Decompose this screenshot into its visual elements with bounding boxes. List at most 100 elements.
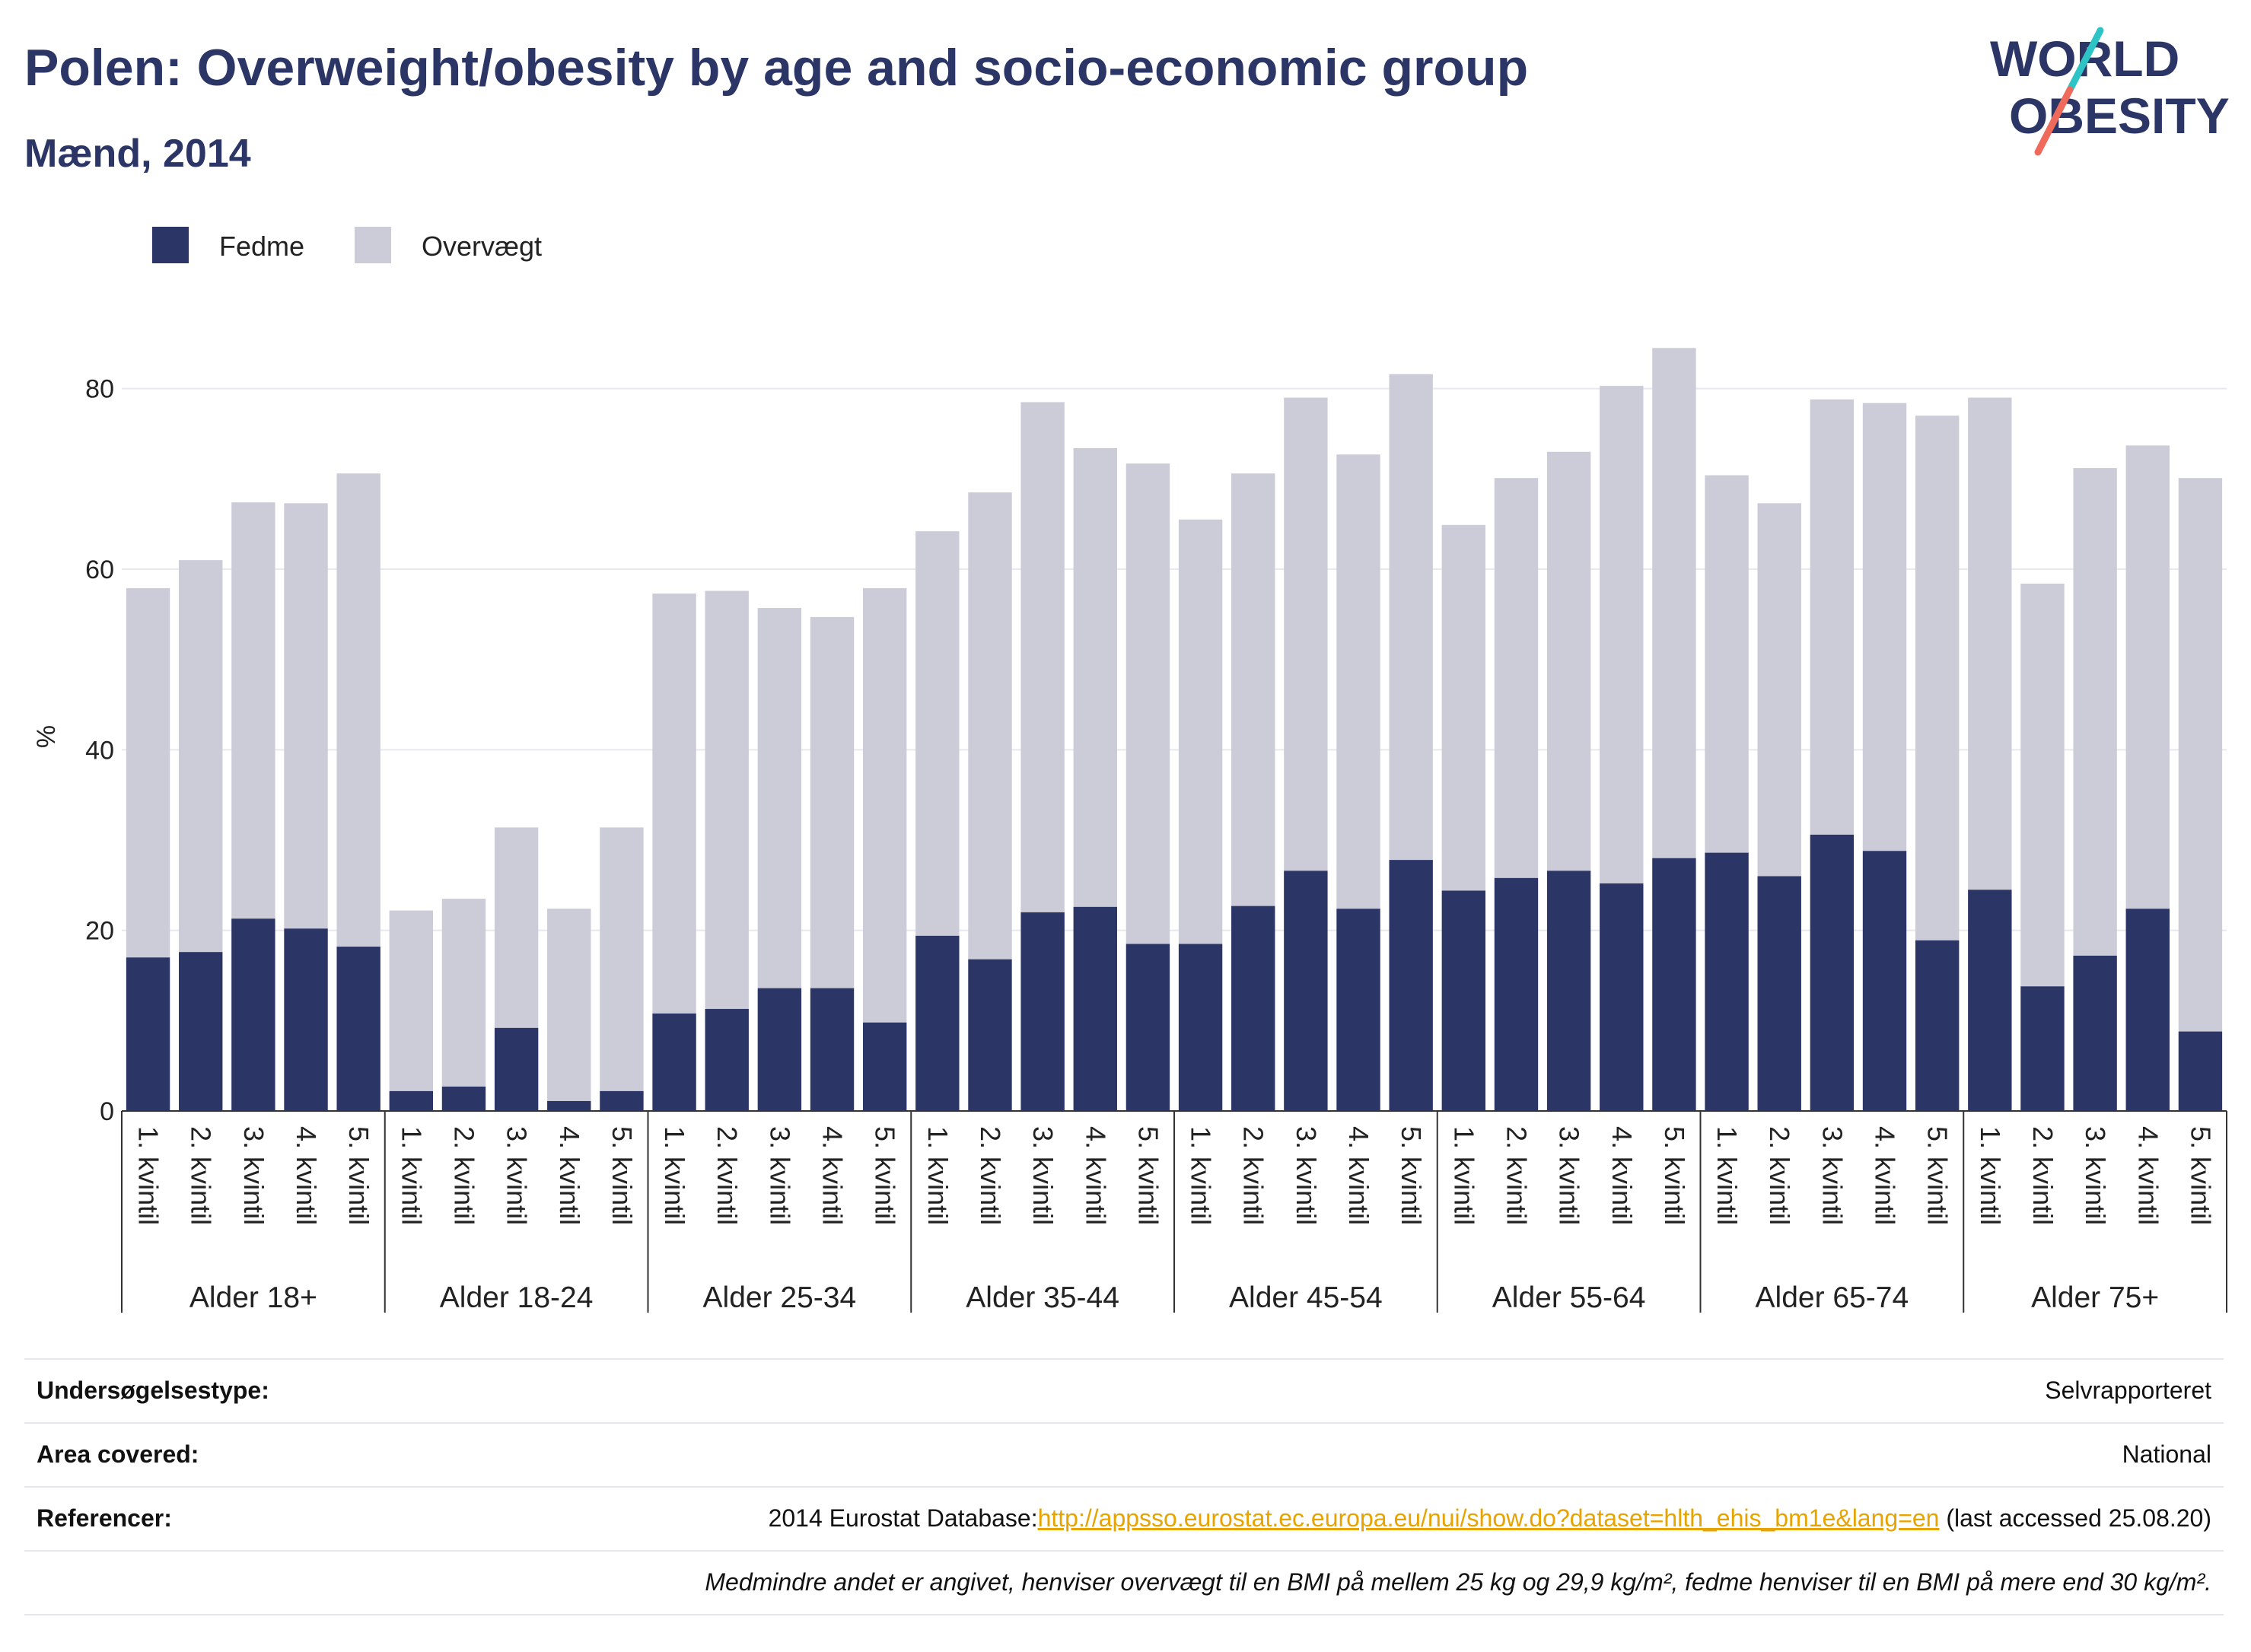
x-tick-label: 3. kvintil <box>238 1126 269 1225</box>
bar-fedme <box>1073 906 1117 1111</box>
y-tick-label: 80 <box>85 375 114 404</box>
logo-slash-teal <box>2066 27 2104 94</box>
x-tick-label: 5. kvintil <box>1396 1126 1427 1225</box>
x-tick-label: 4. kvintil <box>1870 1126 1901 1225</box>
bar-fedme <box>1546 871 1591 1111</box>
chart-title: Polen: Overweight/obesity by age and soc… <box>24 39 1529 97</box>
group-label: Alder 35-44 <box>966 1281 1119 1314</box>
legend-label-overvaegt: Overvægt <box>422 231 542 262</box>
group-label: Alder 75+ <box>2031 1281 2159 1314</box>
bar-overvaegt <box>1757 503 1801 877</box>
x-tick-label: 3. kvintil <box>764 1126 795 1225</box>
bar-fedme <box>705 1008 749 1111</box>
x-tick-label: 5. kvintil <box>2185 1126 2216 1225</box>
legend: Fedme Overvægt <box>152 227 542 263</box>
bar-fedme <box>1600 883 1644 1111</box>
bar-fedme <box>968 959 1012 1111</box>
bar-overvaegt <box>1020 402 1065 912</box>
legend-swatch-overvaegt <box>355 227 391 263</box>
bar-fedme <box>1494 877 1539 1111</box>
bar-fedme <box>1757 876 1801 1111</box>
bar-fedme <box>126 957 170 1111</box>
bar-overvaegt <box>1231 473 1275 906</box>
bar-overvaegt <box>1600 386 1644 883</box>
references-prefix: 2014 Eurostat Database: <box>768 1504 1038 1532</box>
bar-overvaegt <box>1862 403 1907 851</box>
x-tick-label: 1. kvintil <box>396 1126 427 1225</box>
x-tick-label: 5. kvintil <box>1659 1126 1690 1225</box>
bar-overvaegt <box>126 587 170 958</box>
note-row: Medmindre andet er angivet, henviser ove… <box>24 1550 2224 1615</box>
x-tick-label: 5. kvintil <box>1922 1126 1953 1225</box>
area-label: Area covered: <box>37 1440 199 1468</box>
logo-slash-coral <box>2034 86 2074 156</box>
bar-fedme <box>1862 851 1907 1111</box>
x-tick-label: 3. kvintil <box>501 1126 533 1225</box>
bar-fedme <box>1126 944 1170 1111</box>
bar-overvaegt <box>494 827 539 1028</box>
bar-fedme <box>810 988 855 1111</box>
bar-fedme <box>1020 912 1065 1111</box>
bar-fedme <box>2125 909 2170 1111</box>
bar-fedme <box>1810 834 1855 1111</box>
legend-swatch-fedme <box>152 227 189 263</box>
x-tick-label: 2. kvintil <box>975 1126 1006 1225</box>
bar-overvaegt <box>547 909 591 1101</box>
bar-overvaegt <box>284 503 328 929</box>
bar-overvaegt <box>2020 583 2065 987</box>
legend-label-fedme: Fedme <box>219 231 304 262</box>
x-tick-label: 1. kvintil <box>1975 1126 2006 1225</box>
x-tick-label: 2. kvintil <box>712 1126 743 1225</box>
group-label: Alder 55-64 <box>1492 1281 1646 1314</box>
bar-fedme <box>389 1090 434 1111</box>
x-tick-label: 5. kvintil <box>1132 1126 1164 1225</box>
bar-fedme <box>600 1090 644 1111</box>
y-tick-label: 0 <box>100 1097 114 1126</box>
bar-fedme <box>1389 860 1433 1111</box>
x-tick-label: 2. kvintil <box>186 1126 217 1225</box>
y-tick-label: 40 <box>85 736 114 765</box>
x-tick-label: 3. kvintil <box>1816 1126 1848 1225</box>
bar-fedme <box>231 918 275 1111</box>
x-axis: 1. kvintil 2. kvintil 3. kvintil 4. kvintil… <box>121 1110 2227 1314</box>
world-obesity-logo: WORLD OBESITY <box>1990 27 2230 156</box>
bar-overvaegt <box>1652 348 1696 858</box>
references-link[interactable]: http://appsso.eurostat.ec.europa.eu/nui/… <box>1037 1504 1940 1532</box>
references-label: Referencer: <box>37 1504 172 1532</box>
group-label: Alder 18+ <box>189 1281 317 1314</box>
bar-fedme <box>1178 944 1223 1111</box>
bar-fedme <box>862 1022 907 1111</box>
x-tick-label: 2. kvintil <box>1238 1126 1269 1225</box>
y-tick-label: 20 <box>85 917 114 946</box>
x-tick-label: 4. kvintil <box>2132 1126 2163 1225</box>
x-tick-label: 1. kvintil <box>659 1126 690 1225</box>
x-tick-label: 1. kvintil <box>922 1126 954 1225</box>
bar-overvaegt <box>1126 463 1170 944</box>
x-tick-label: 4. kvintil <box>1080 1126 1111 1225</box>
bar-fedme <box>179 952 223 1111</box>
survey-type-row: Undersøgelsestype: Selvrapporteret <box>24 1358 2224 1422</box>
bar-overvaegt <box>1336 454 1380 909</box>
x-tick-label: 4. kvintil <box>1606 1126 1638 1225</box>
references-value: 2014 Eurostat Database:http://appsso.eur… <box>769 1504 2211 1533</box>
x-tick-label: 1. kvintil <box>1186 1126 1217 1225</box>
references-suffix: (last accessed 25.08.20) <box>1939 1504 2211 1532</box>
bar-overvaegt <box>2178 478 2223 1032</box>
bars <box>126 348 2223 1111</box>
bar-overvaegt <box>1284 397 1328 871</box>
bar-fedme <box>2073 955 2117 1111</box>
x-tick-label: 4. kvintil <box>291 1126 322 1225</box>
area-row: Area covered: National <box>24 1422 2224 1486</box>
bar-overvaegt <box>652 594 696 1014</box>
bar-fedme <box>915 935 960 1111</box>
x-tick-label: 4. kvintil <box>817 1126 849 1225</box>
bar-overvaegt <box>1705 475 1749 853</box>
bar-fedme <box>1231 906 1275 1111</box>
bar-overvaegt <box>1178 519 1223 944</box>
bar-overvaegt <box>1073 447 1117 907</box>
x-tick-label: 4. kvintil <box>554 1126 585 1225</box>
x-tick-label: 5. kvintil <box>870 1126 901 1225</box>
bar-overvaegt <box>705 590 749 1009</box>
x-tick-label: 2. kvintil <box>1764 1126 1795 1225</box>
bar-fedme <box>494 1027 539 1111</box>
